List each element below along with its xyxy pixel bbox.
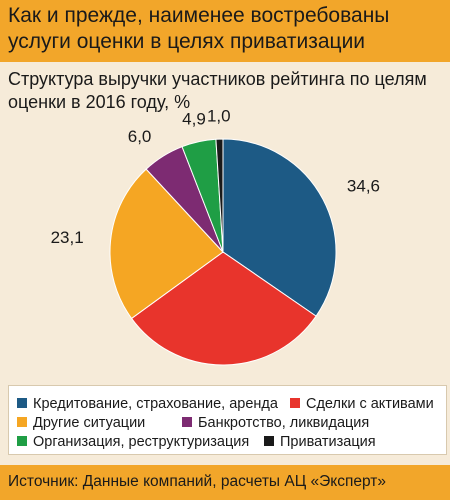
legend-item-privatization: Приватизация	[264, 433, 376, 451]
legend-item-bankruptcy: Банкротство, ликвидация	[182, 414, 369, 432]
source-footer: Источник: Данные компаний, расчеты АЦ «Э…	[0, 465, 450, 500]
legend: Кредитование, страхование, аренда Сделки…	[8, 385, 447, 455]
legend-swatch	[290, 398, 300, 408]
pie-slice-2	[109, 168, 224, 320]
source-text: Источник: Данные компаний, расчеты АЦ «Э…	[8, 473, 386, 490]
pie-slice-0	[222, 138, 337, 317]
pie-slice-5	[215, 138, 224, 253]
legend-swatch	[264, 436, 274, 446]
data-label-4: 4,9	[182, 110, 206, 129]
data-label-5: 1,0	[207, 107, 231, 126]
pie-slice-1	[130, 251, 317, 366]
legend-label: Другие ситуации	[33, 415, 146, 431]
legend-label: Организация, реструктуризация	[33, 434, 250, 450]
page-title: Как и прежде, наименее востребованы услу…	[8, 4, 390, 53]
data-label-3: 6,0	[128, 127, 152, 146]
legend-item-other: Другие ситуации	[17, 414, 145, 432]
legend-item-restructuring: Организация, реструктуризация	[17, 433, 249, 451]
legend-label: Кредитование, страхование, аренда	[33, 396, 278, 412]
legend-label: Приватизация	[280, 434, 376, 450]
legend-label: Банкротство, ликвидация	[198, 415, 370, 431]
legend-label: Сделки с активами	[306, 396, 434, 412]
legend-swatch	[17, 436, 27, 446]
legend-item-deals: Сделки с активами	[290, 395, 434, 413]
data-label-1: 30,4	[208, 381, 241, 385]
header-banner: Как и прежде, наименее востребованы услу…	[0, 0, 450, 62]
legend-swatch	[17, 398, 27, 408]
data-label-2: 23,1	[51, 228, 84, 247]
data-label-0: 34,6	[347, 176, 380, 195]
pie-chart: 34,6 30,4 23,1 6,0 4,91,0	[51, 107, 380, 385]
legend-item-lending: Кредитование, страхование, аренда	[17, 395, 278, 413]
legend-swatch	[182, 417, 192, 427]
legend-swatch	[17, 417, 27, 427]
chart-title: Структура выручки участников рейтинга по…	[8, 69, 427, 112]
